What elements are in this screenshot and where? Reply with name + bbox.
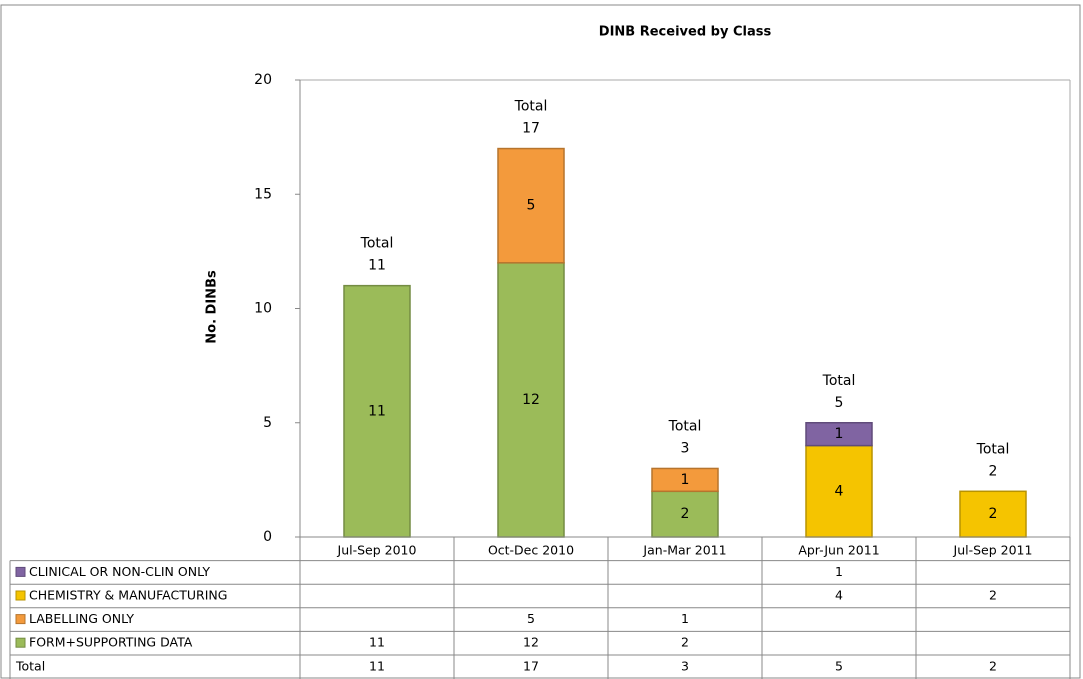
y-tick-label: 0	[263, 529, 272, 545]
total-caption: Total	[822, 373, 856, 389]
bar-segment	[805, 422, 873, 447]
x-tick-label: Apr-Jun 2011	[798, 542, 879, 557]
table-total-name: Total	[15, 658, 45, 673]
bar-segment	[959, 490, 1027, 538]
segment-label: 4	[835, 483, 844, 499]
x-tick-label: Jul-Sep 2010	[337, 542, 417, 557]
table-cell: 1	[835, 564, 843, 579]
segment-label: 11	[368, 403, 386, 419]
total-label: 5	[835, 395, 844, 411]
total-caption: Total	[976, 441, 1010, 457]
bar-segment	[497, 147, 565, 264]
bar-segment	[651, 467, 719, 493]
table-cell: 5	[835, 658, 843, 673]
table-cell: 1	[681, 611, 689, 626]
table-cell: 11	[369, 658, 385, 673]
x-tick-label: Oct-Dec 2010	[488, 542, 574, 557]
segment-label: 1	[681, 472, 690, 488]
table-cell: 11	[369, 635, 385, 650]
x-tick-label: Jul-Sep 2011	[953, 542, 1033, 557]
segment-label: 1	[835, 426, 844, 442]
bar-segment	[651, 490, 719, 538]
table-cell: 12	[523, 635, 539, 650]
table-cell: 4	[835, 588, 843, 603]
y-tick-label: 15	[254, 186, 272, 202]
bar-segment	[343, 284, 411, 538]
table-cell: 3	[681, 658, 689, 673]
table-cell: 5	[527, 611, 535, 626]
total-caption: Total	[514, 99, 548, 115]
legend-label: LABELLING ONLY	[29, 611, 134, 626]
total-caption: Total	[668, 418, 702, 434]
y-tick-label: 20	[254, 72, 272, 88]
total-label: 3	[681, 440, 690, 456]
chart-title: DINB Received by Class	[599, 25, 772, 40]
y-axis-title: No. DINBs	[205, 270, 220, 344]
table-cell: 17	[523, 658, 539, 673]
total-label: 17	[522, 121, 540, 137]
total-label: 2	[989, 463, 998, 479]
table-cell: 2	[681, 635, 689, 650]
segment-label: 12	[522, 392, 540, 408]
legend-label: FORM+SUPPORTING DATA	[29, 635, 193, 650]
segment-label: 5	[527, 198, 536, 214]
legend-key	[15, 590, 26, 601]
y-tick-label: 10	[254, 301, 272, 317]
table-cell: 2	[989, 588, 997, 603]
total-label: 11	[368, 258, 386, 274]
segment-label: 2	[681, 506, 690, 522]
legend-key	[15, 614, 26, 625]
table-cell: 2	[989, 658, 997, 673]
segment-label: 2	[989, 506, 998, 522]
legend-key	[15, 637, 26, 648]
legend-label: CLINICAL OR NON-CLIN ONLY	[29, 564, 210, 579]
legend-key	[15, 566, 26, 577]
bar-segment	[497, 262, 565, 538]
legend-label: CHEMISTRY & MANUFACTURING	[29, 588, 227, 603]
y-tick-label: 5	[263, 415, 272, 431]
total-caption: Total	[360, 236, 394, 252]
x-tick-label: Jan-Mar 2011	[642, 542, 726, 557]
